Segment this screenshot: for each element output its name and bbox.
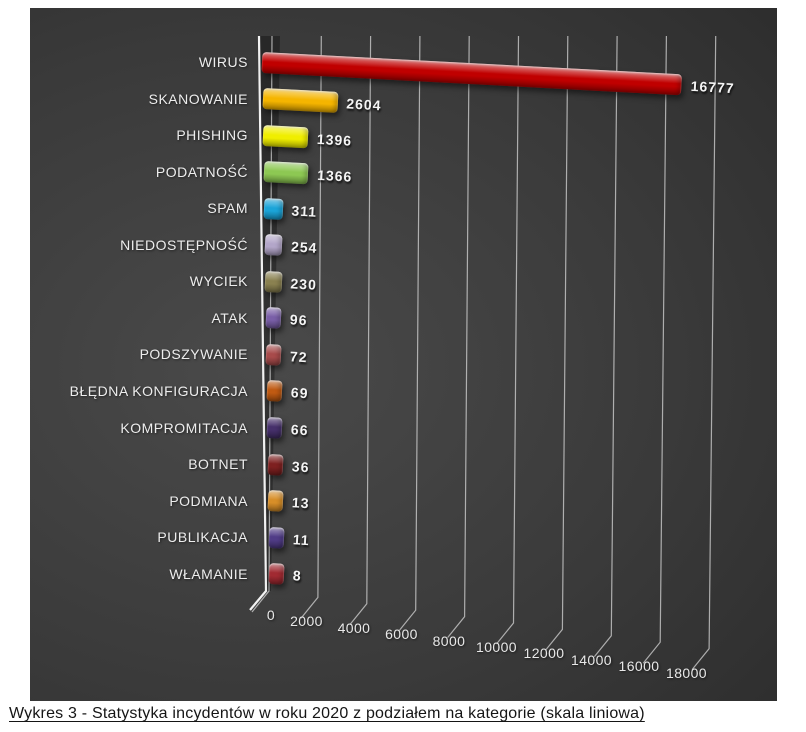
x-axis-tick-label: 4000 (337, 619, 371, 636)
bar-value-label: 254 (290, 238, 318, 256)
x-axis-tick-label: 16000 (618, 658, 660, 675)
bar-value-label: 1396 (316, 129, 353, 148)
chart-bar (265, 343, 282, 366)
bar-row: 96 (264, 307, 308, 330)
chart-bar (264, 307, 282, 330)
gridline (349, 35, 372, 626)
gridline (544, 35, 569, 651)
gridline (251, 35, 273, 613)
gridline (496, 35, 520, 645)
chart-plot-area: 0 2000 4000 6000 8000 10000 12000 14000 16000 180… (30, 8, 777, 701)
bar-row: 311 (263, 197, 318, 222)
bar-value-label: 8 (292, 566, 303, 584)
x-axis-tick-label: 2000 (290, 613, 323, 630)
category-label: PODSZYWANIE (139, 346, 248, 363)
chart-bar (262, 161, 309, 185)
category-label: KOMPROMITACJA (120, 419, 248, 436)
bar-value-label: 72 (289, 347, 308, 365)
bar-value-label: 311 (291, 201, 318, 220)
category-label: WYCIEK (189, 273, 248, 290)
gridline (642, 35, 667, 664)
bar-row: 8 (268, 563, 302, 586)
chart-bar (263, 234, 283, 257)
y-axis-line (249, 35, 268, 611)
chart-bar (263, 197, 284, 220)
gridline (447, 35, 470, 638)
bar-value-label: 13 (291, 493, 310, 511)
chart-bar (261, 88, 338, 113)
bar-value-label: 16777 (690, 76, 736, 96)
bar-row: 230 (264, 270, 318, 295)
category-label: PODATNOŚĆ (155, 163, 248, 180)
category-label: BOTNET (188, 456, 248, 473)
chart-bar (266, 417, 283, 439)
chart-bar (268, 563, 285, 585)
category-label: BŁĘDNA KONFIGURACJA (69, 382, 248, 399)
bar-value-label: 96 (289, 311, 308, 329)
chart-bar (264, 270, 283, 293)
x-axis-tick-label: 10000 (476, 639, 517, 655)
x-axis-tick-label: 8000 (432, 632, 466, 649)
category-label: WIRUS (198, 54, 248, 70)
category-label: WŁAMANIE (169, 565, 248, 582)
bar-value-label: 36 (291, 457, 310, 475)
gridline (398, 35, 421, 632)
figure-caption: Wykres 3 - Statystyka incydentów w roku … (9, 703, 799, 724)
category-label: PODMIANA (169, 492, 248, 509)
bar-row: 72 (265, 343, 308, 367)
category-label: ATAK (211, 309, 248, 326)
chart-bar (267, 526, 285, 549)
bar-value-label: 2604 (345, 95, 382, 113)
gridline (691, 35, 717, 670)
chart-bar (267, 490, 284, 512)
chart-bar (262, 124, 309, 148)
bar-row: 69 (265, 380, 309, 403)
bar-row: 66 (266, 417, 309, 440)
bar-row: 2604 (261, 88, 382, 115)
bar-row: 11 (267, 526, 310, 550)
bar-row: 254 (263, 234, 318, 258)
category-label: SKANOWANIE (148, 90, 248, 107)
bar-row: 1396 (262, 124, 353, 151)
x-axis-tick-label: 14000 (571, 651, 612, 668)
gridline (593, 35, 618, 658)
bar-value-label: 1366 (316, 166, 353, 185)
category-label: NIEDOSTĘPNOŚĆ (120, 236, 248, 253)
x-axis-tick-label: 12000 (523, 645, 565, 662)
bar-value-label: 66 (290, 420, 309, 438)
bar-value-label: 69 (290, 384, 309, 402)
category-label: PHISHING (176, 127, 248, 144)
bar-row: 1366 (262, 161, 353, 187)
category-label: SPAM (207, 200, 248, 217)
gridline (300, 35, 322, 619)
chart-bar (266, 453, 284, 476)
incident-bar-chart: 0 2000 4000 6000 8000 10000 12000 14000 16000 180… (30, 8, 777, 701)
chart-bar (265, 380, 283, 403)
bar-value-label: 11 (292, 530, 310, 548)
x-axis-tick-label: 6000 (385, 626, 418, 643)
figure-caption-text: Wykres 3 - Statystyka incydentów w roku … (9, 705, 645, 722)
bar-value-label: 230 (290, 274, 318, 293)
chart-bar (261, 51, 683, 95)
bar-row: 13 (267, 490, 310, 513)
x-axis-tick-label: 18000 (666, 664, 707, 681)
category-label: PUBLIKACJA (157, 529, 248, 546)
bar-row: 36 (266, 453, 310, 477)
x-axis-tick-label: 0 (266, 607, 276, 623)
